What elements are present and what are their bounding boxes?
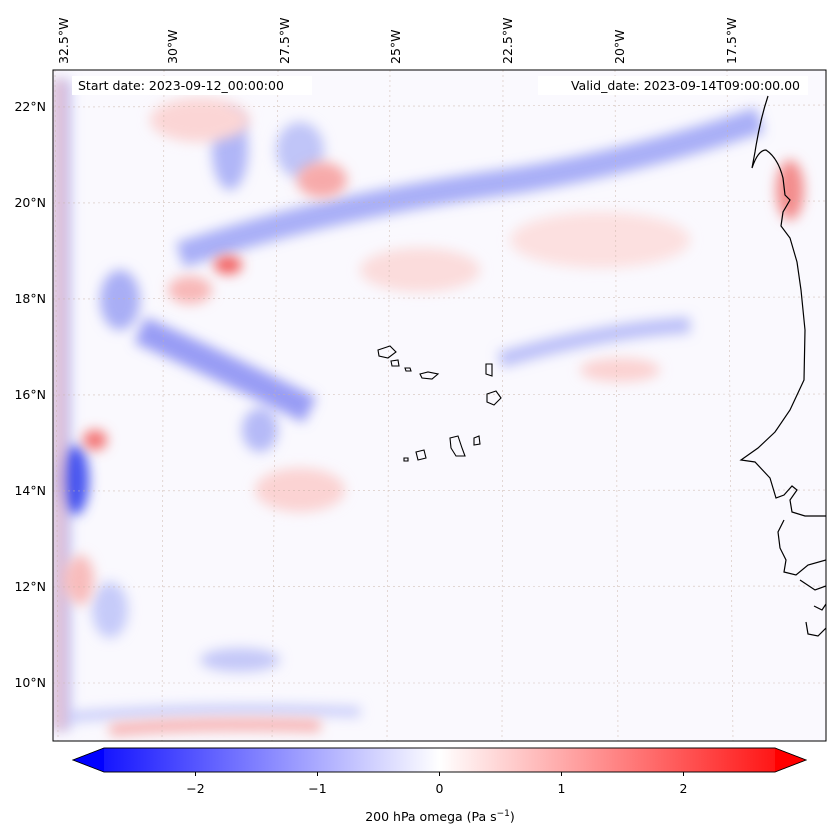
lat-label: 14°N — [14, 483, 46, 498]
colorbar-min-extend — [73, 748, 104, 772]
islands — [377, 345, 502, 462]
colorbar-tick-label: 2 — [680, 781, 688, 796]
lat-label: 22°N — [14, 99, 46, 114]
longitude-labels: 32.5°W 30°W 27.5°W 25°W 22.5°W 20°W 17.5… — [56, 18, 739, 64]
lon-label: 17.5°W — [724, 18, 739, 64]
lat-label: 12°N — [14, 579, 46, 594]
colorbar-tick-label: 1 — [558, 781, 566, 796]
colorbar-label: 200 hPa omega (Pa s−1) — [365, 809, 515, 824]
lon-label: 22.5°W — [500, 18, 515, 64]
colorbar-ticks: −2 −1 0 1 2 — [186, 772, 687, 796]
lat-label: 20°N — [14, 195, 46, 210]
positive-omega-areas — [55, 80, 804, 736]
colorbar-tick-label: −2 — [186, 781, 204, 796]
lat-label: 10°N — [14, 675, 46, 690]
start-date-label: Start date: 2023-09-12_00:00:00 — [78, 78, 284, 93]
graticule — [53, 70, 826, 741]
lat-label: 16°N — [14, 387, 46, 402]
map-frame — [52, 69, 827, 742]
latitude-labels: 22°N 20°N 18°N 16°N 14°N 12°N 10°N — [14, 99, 46, 690]
omega-field — [53, 70, 826, 741]
lon-label: 32.5°W — [56, 18, 71, 64]
colorbar-bar — [71, 747, 808, 773]
lon-label: 30°W — [165, 29, 180, 64]
valid-date-label: Valid_date: 2023-09-14T09:00:00.00 — [571, 78, 800, 93]
colorbar-tick-label: 0 — [436, 781, 444, 796]
colorbar-max-extend — [775, 748, 806, 772]
colorbar-tick-label: −1 — [308, 781, 326, 796]
lon-label: 25°W — [388, 29, 403, 64]
lon-label: 20°W — [612, 29, 627, 64]
colorbar: −2 −1 0 1 2 200 hPa omega (Pa s−1) — [71, 747, 808, 824]
lon-label: 27.5°W — [277, 18, 292, 64]
lat-label: 18°N — [14, 291, 46, 306]
coastline — [739, 95, 826, 637]
